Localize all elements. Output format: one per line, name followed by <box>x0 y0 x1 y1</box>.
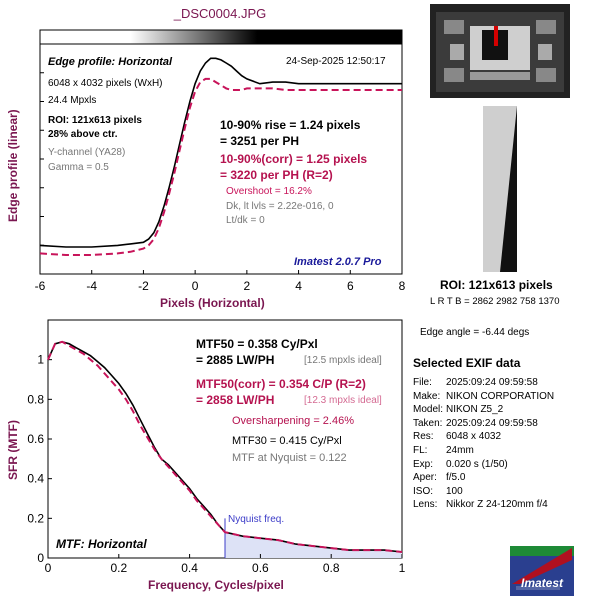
mtf-x-tick-label: 0.4 <box>181 561 198 575</box>
gamma-info: Gamma = 0.5 <box>48 162 109 173</box>
mtf-at-nyquist: MTF at Nyquist = 0.122 <box>232 452 347 464</box>
mtf50-ideal: [12.5 mpxls ideal] <box>304 355 382 366</box>
lt-dk-info: Lt/dk = 0 <box>226 215 265 226</box>
edge-x-tick-label: 6 <box>347 279 354 293</box>
mtf-y-tick-label: 0.2 <box>27 511 44 525</box>
imatest-logo <box>510 546 574 596</box>
exif-label: Taken: <box>413 417 443 429</box>
exif-title: Selected EXIF data <box>413 356 521 370</box>
edge-series <box>39 57 402 256</box>
exif-value: NIKON Z5_2 <box>446 404 504 416</box>
mtf-y-tick-label: 1 <box>37 353 44 367</box>
edge-x-tick-label: -4 <box>86 279 97 293</box>
mtf-y-tick-label: 0.8 <box>27 392 44 406</box>
exif-value: Nikkor Z 24-120mm f/4 <box>446 499 548 511</box>
mtf50-corr-line-1: MTF50(corr) = 0.354 C/P (R=2) <box>196 377 366 391</box>
edge-plot-frame <box>39 43 403 275</box>
edge-x-label: Pixels (Horizontal) <box>160 296 265 310</box>
rise-line-1: 10-90% rise = 1.24 pixels <box>220 118 361 132</box>
roi-position: 28% above ctr. <box>48 129 118 140</box>
mtf-ticks: 0 0.2 0.4 0.6 0.8 1 0 0.2 0.4 0.6 0.8 1 <box>27 353 405 575</box>
roi-size: ROI: 121x613 pixels <box>48 115 142 126</box>
mtf-y-tick-label: 0 <box>37 551 44 565</box>
overshoot: Overshoot = 16.2% <box>226 186 312 197</box>
exif-value: 2025:09:24 09:59:58 <box>446 377 538 388</box>
exif-value: 24mm <box>446 445 474 456</box>
mtf50-line-1: MTF50 = 0.358 Cy/Pxl <box>196 337 318 351</box>
imatest-logo-text: Imatest <box>520 576 564 590</box>
mtf-y-tick-label: 0.6 <box>27 432 44 446</box>
rise-corr-line-1: 10-90%(corr) = 1.25 pixels <box>220 152 368 166</box>
exif-value: f/5.0 <box>446 472 466 484</box>
mtf50-corr-line-2: = 2858 LW/PH <box>196 393 275 407</box>
edge-chart-date: 24-Sep-2025 12:50:17 <box>286 56 386 67</box>
nyquist-region <box>224 518 402 558</box>
image-mpxls: 24.4 Mpxls <box>48 95 97 106</box>
mtf-x-tick-label: 0.2 <box>110 561 127 575</box>
exif-label: FL: <box>413 445 428 456</box>
edge-x-tick-label: -6 <box>35 279 46 293</box>
edge-gradient-strip <box>39 29 403 45</box>
exif-label: Res: <box>413 431 434 443</box>
roi-coords: L R T B = 2862 2982 758 1370 <box>430 296 560 307</box>
mtf-chart-title: MTF: Horizontal <box>56 537 147 551</box>
mtf-x-tick-label: 1 <box>399 561 406 575</box>
exif-label: File: <box>413 377 432 388</box>
edge-x-tick-label: -2 <box>138 279 149 293</box>
exif-label: Make: <box>413 390 441 402</box>
image-size: 6048 x 4032 pixels (WxH) <box>48 78 163 89</box>
edge-chart-title: Edge profile: Horizontal <box>48 56 173 68</box>
nyquist-label: Nyquist freq. <box>228 514 285 525</box>
nyquist-fill <box>225 532 402 558</box>
exif-value: 2025:09:24 09:59:58 <box>446 417 538 429</box>
edge-angle: Edge angle = -6.44 degs <box>420 327 530 338</box>
exif-value: NIKON CORPORATION <box>446 390 555 402</box>
rise-line-2: = 3251 per PH <box>220 134 300 148</box>
levels-info: Dk, lt lvls = 2.22e-016, 0 <box>226 201 334 212</box>
rise-corr-line-2: = 3220 per PH (R=2) <box>220 168 333 182</box>
exif-value: 100 <box>446 485 463 497</box>
mtf-y-tick-label: 0.4 <box>27 472 44 486</box>
mtf-series <box>47 340 403 553</box>
edge-x-tick-label: 8 <box>399 279 406 293</box>
file-title: _DSC0004.JPG <box>173 6 267 21</box>
edge-x-tick-label: 4 <box>295 279 302 293</box>
mtf-x-tick-label: 0.6 <box>252 561 269 575</box>
exif-label: Model: <box>413 404 444 416</box>
channel-info: Y-channel (YA28) <box>48 147 126 158</box>
mtf-corr-line <box>47 340 403 553</box>
edge-x-tick-label: 0 <box>192 279 199 293</box>
roi-title: ROI: 121x613 pixels <box>440 278 553 292</box>
mtf-y-label: SFR (MTF) <box>6 420 20 480</box>
edge-profile-line <box>39 57 402 248</box>
mtf50-line-2: = 2885 LW/PH <box>196 353 275 367</box>
exif-value: 0.020 s (1/50) <box>446 458 508 470</box>
imatest-version: Imatest 2.0.7 Pro <box>294 256 382 268</box>
mtf-x-label: Frequency, Cycles/pixel <box>148 578 284 592</box>
mtf-x-tick-label: 0.8 <box>323 561 340 575</box>
exif-label: Aper: <box>413 472 437 484</box>
chart-thumbnail <box>430 4 570 98</box>
edge-profile-corr-line <box>39 77 402 256</box>
oversharpening: Oversharpening = 2.46% <box>232 415 354 427</box>
edge-x-ticks: -6 -4 -2 0 2 4 6 8 <box>35 72 406 293</box>
mtf30: MTF30 = 0.415 Cy/Pxl <box>232 435 342 447</box>
edge-y-label: Edge profile (linear) <box>6 109 20 222</box>
exif-label: Exp: <box>413 458 434 470</box>
mtf50-corr-ideal: [12.3 mpxls ideal] <box>304 395 382 406</box>
exif-label: Lens: <box>413 499 438 511</box>
exif-label: ISO: <box>413 485 434 497</box>
edge-x-tick-label: 2 <box>244 279 251 293</box>
exif-value: 6048 x 4032 <box>446 431 502 443</box>
mtf-x-tick-label: 0 <box>45 561 52 575</box>
roi-image <box>483 106 517 272</box>
